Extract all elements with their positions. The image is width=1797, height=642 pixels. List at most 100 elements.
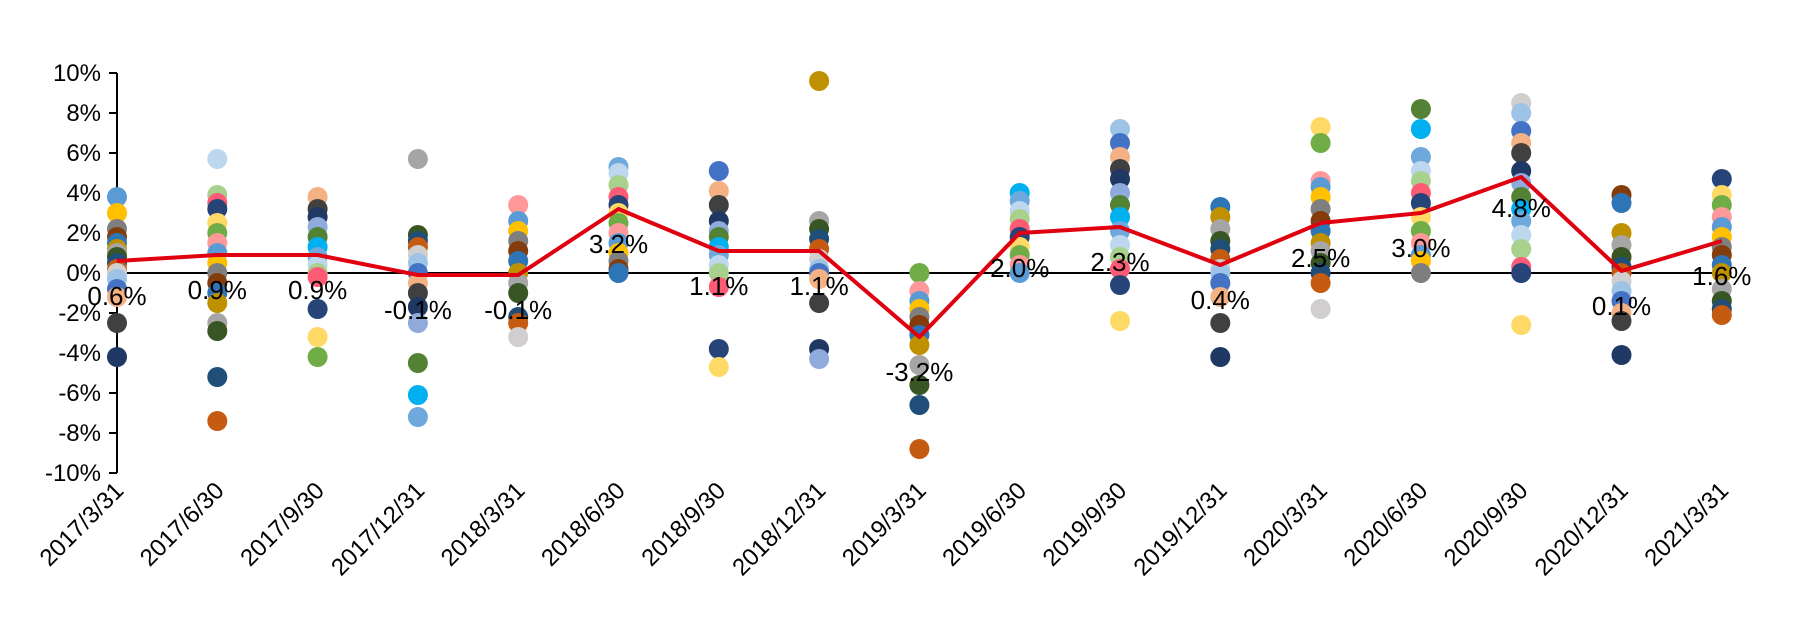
x-tick-label: 2020/12/31 bbox=[1530, 477, 1634, 581]
scatter-point bbox=[407, 407, 428, 427]
scatter-point bbox=[1310, 273, 1331, 293]
scatter-point bbox=[207, 199, 228, 219]
data-labels: 0.6% 0.9% 0.9% -0.1% -0.1% 3.2% 1.1% 1.1% -3.2% 2… bbox=[87, 193, 1751, 387]
y-tick-label: 2% bbox=[66, 220, 101, 247]
scatter-point bbox=[809, 349, 830, 369]
scatter-point bbox=[909, 355, 930, 375]
y-tick-label: -8% bbox=[58, 420, 101, 447]
scatter-point bbox=[307, 327, 328, 347]
scatter-point bbox=[407, 297, 428, 317]
scatter-point bbox=[207, 293, 228, 313]
data-label: 2.0% bbox=[990, 253, 1049, 283]
scatter-point bbox=[708, 181, 729, 201]
scatter-point bbox=[1310, 133, 1331, 153]
scatter-point bbox=[307, 347, 328, 367]
scatter-point bbox=[909, 375, 930, 395]
scatter-point bbox=[1110, 207, 1130, 227]
data-label: -0.1% bbox=[384, 295, 452, 325]
scatter-point bbox=[1110, 119, 1130, 139]
x-tick-label: 2021/3/31 bbox=[1639, 477, 1734, 572]
scatter-point bbox=[508, 313, 529, 333]
scatter-point bbox=[1711, 169, 1732, 189]
scatter-point bbox=[1410, 193, 1431, 213]
scatter-point bbox=[708, 339, 729, 359]
scatter-point bbox=[107, 187, 127, 207]
x-tick-label: 2020/6/30 bbox=[1339, 477, 1434, 572]
data-label: 0.6% bbox=[87, 281, 146, 311]
scatter-point bbox=[407, 313, 428, 333]
scatter-point bbox=[207, 411, 228, 431]
scatter-point bbox=[407, 385, 428, 405]
scatter-point bbox=[1110, 259, 1130, 279]
scatter-point bbox=[207, 367, 228, 387]
scatter-point bbox=[909, 335, 930, 355]
scatter-point bbox=[107, 347, 127, 367]
scatter-point bbox=[1511, 143, 1532, 163]
scatter-point bbox=[708, 161, 729, 181]
scatter-point bbox=[407, 149, 428, 169]
scatter-point bbox=[407, 283, 428, 303]
y-tick-label: 6% bbox=[66, 140, 101, 167]
y-tick-label: 10% bbox=[53, 60, 101, 87]
scatter-point bbox=[1410, 119, 1431, 139]
scatter-point bbox=[1410, 99, 1431, 119]
scatter-point bbox=[708, 277, 729, 297]
scatter-point bbox=[407, 353, 428, 373]
scatter-point bbox=[1009, 263, 1030, 283]
x-tick-label: 2017/6/30 bbox=[135, 477, 230, 572]
scatter-point bbox=[1410, 263, 1431, 283]
x-tick-label: 2018/9/30 bbox=[636, 477, 731, 572]
x-tick-label: 2019/6/30 bbox=[937, 477, 1032, 572]
scatter-point bbox=[207, 321, 228, 341]
data-label: 3.2% bbox=[589, 229, 648, 259]
scatter-point bbox=[909, 395, 930, 415]
scatter-point bbox=[1711, 305, 1732, 325]
x-tick-label: 2020/9/30 bbox=[1439, 477, 1534, 572]
scatter-point bbox=[809, 269, 830, 289]
scatter-point bbox=[1511, 263, 1532, 283]
scatter-point bbox=[107, 203, 127, 223]
mean-line bbox=[116, 175, 1723, 339]
data-label: 3.0% bbox=[1391, 233, 1450, 263]
x-tick-label: 2019/3/31 bbox=[837, 477, 932, 572]
scatter-point bbox=[1511, 239, 1532, 259]
scatter-point bbox=[909, 439, 930, 459]
y-tick-label: -6% bbox=[58, 380, 101, 407]
scatter-point bbox=[307, 299, 328, 319]
x-tick-label: 2017/12/31 bbox=[326, 477, 430, 581]
scatter-point bbox=[508, 283, 529, 303]
x-tick-label: 2019/12/31 bbox=[1129, 477, 1233, 581]
data-label: 1.6% bbox=[1692, 261, 1751, 291]
scatter-point bbox=[1310, 299, 1331, 319]
data-label: 0.1% bbox=[1592, 291, 1651, 321]
scatter-point bbox=[1110, 133, 1130, 153]
scatter-point bbox=[1210, 347, 1231, 367]
y-tick-label: -2% bbox=[58, 300, 101, 327]
data-label: -0.1% bbox=[484, 295, 552, 325]
scatter-points bbox=[107, 71, 1732, 459]
data-label: 1.1% bbox=[689, 271, 748, 301]
scatter-point bbox=[1711, 263, 1732, 283]
scatter-point bbox=[1511, 225, 1532, 245]
scatter-point bbox=[1110, 311, 1130, 331]
data-label: 0.9% bbox=[288, 275, 347, 305]
x-tick-label: 2019/9/30 bbox=[1038, 477, 1133, 572]
scatter-point bbox=[909, 263, 930, 283]
scatter-point bbox=[1511, 315, 1532, 335]
y-axis: 10% 8% 6% 4% 2% 0% -2% -4% -6% -8% -10% bbox=[45, 60, 118, 487]
x-tick-label: 2017/3/31 bbox=[35, 477, 130, 572]
x-tick-label: 2017/9/30 bbox=[235, 477, 330, 572]
scatter-point bbox=[107, 313, 127, 333]
scatter-point bbox=[1611, 311, 1632, 331]
scatter-point bbox=[608, 263, 629, 283]
scatter-point bbox=[1210, 313, 1231, 333]
x-tick-label: 2020/3/31 bbox=[1238, 477, 1333, 572]
x-tick-label: 2018/6/30 bbox=[536, 477, 631, 572]
scatter-point bbox=[508, 327, 529, 347]
scatter-point bbox=[508, 195, 529, 215]
scatter-point bbox=[1511, 211, 1532, 231]
scatter-point bbox=[1511, 103, 1532, 123]
data-label: 0.9% bbox=[188, 275, 247, 305]
